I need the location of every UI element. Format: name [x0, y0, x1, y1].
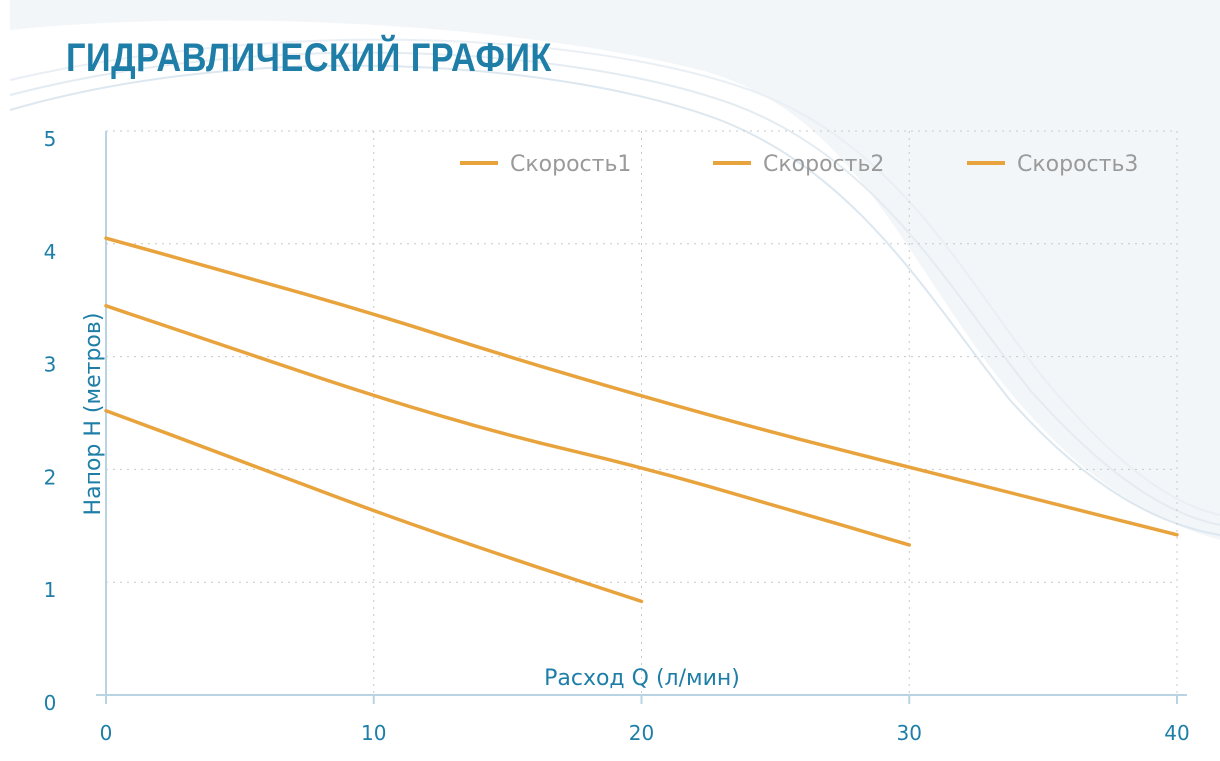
y-tick-label: 2 — [44, 465, 57, 489]
series-line-2 — [104, 304, 911, 547]
background-wave — [9, 0, 1220, 540]
y-tick-label: 3 — [44, 353, 57, 377]
y-tick-label: 4 — [44, 240, 57, 264]
series-line-3 — [104, 408, 644, 604]
legend-label: Скорость2 — [763, 152, 884, 177]
legend-label: Скорость1 — [510, 152, 631, 177]
tick-labels: 0 10 20 30 40 0 1 2 3 4 5 — [44, 127, 1190, 745]
legend-label: Скорость3 — [1017, 152, 1138, 177]
page-title: ГИДРАВЛИЧЕСКИЙ ГРАФИК — [66, 36, 552, 80]
x-axis-label: Расход Q (л/мин) — [544, 666, 740, 691]
x-tick-label: 0 — [100, 721, 113, 745]
y-tick-label: 5 — [44, 127, 57, 151]
x-tick-label: 40 — [1164, 721, 1189, 745]
axes — [96, 131, 1187, 704]
legend: Скорость1 Скорость2 Скорость3 — [460, 152, 1138, 177]
series-lines — [104, 236, 1179, 604]
series-line-1 — [104, 236, 1179, 537]
y-tick-label: 0 — [44, 691, 57, 715]
x-tick-label: 20 — [629, 721, 654, 745]
x-tick-label: 30 — [897, 721, 922, 745]
y-axis-label: Напор H (метров) — [81, 313, 106, 516]
y-tick-label: 1 — [44, 578, 57, 602]
x-tick-label: 10 — [361, 721, 386, 745]
